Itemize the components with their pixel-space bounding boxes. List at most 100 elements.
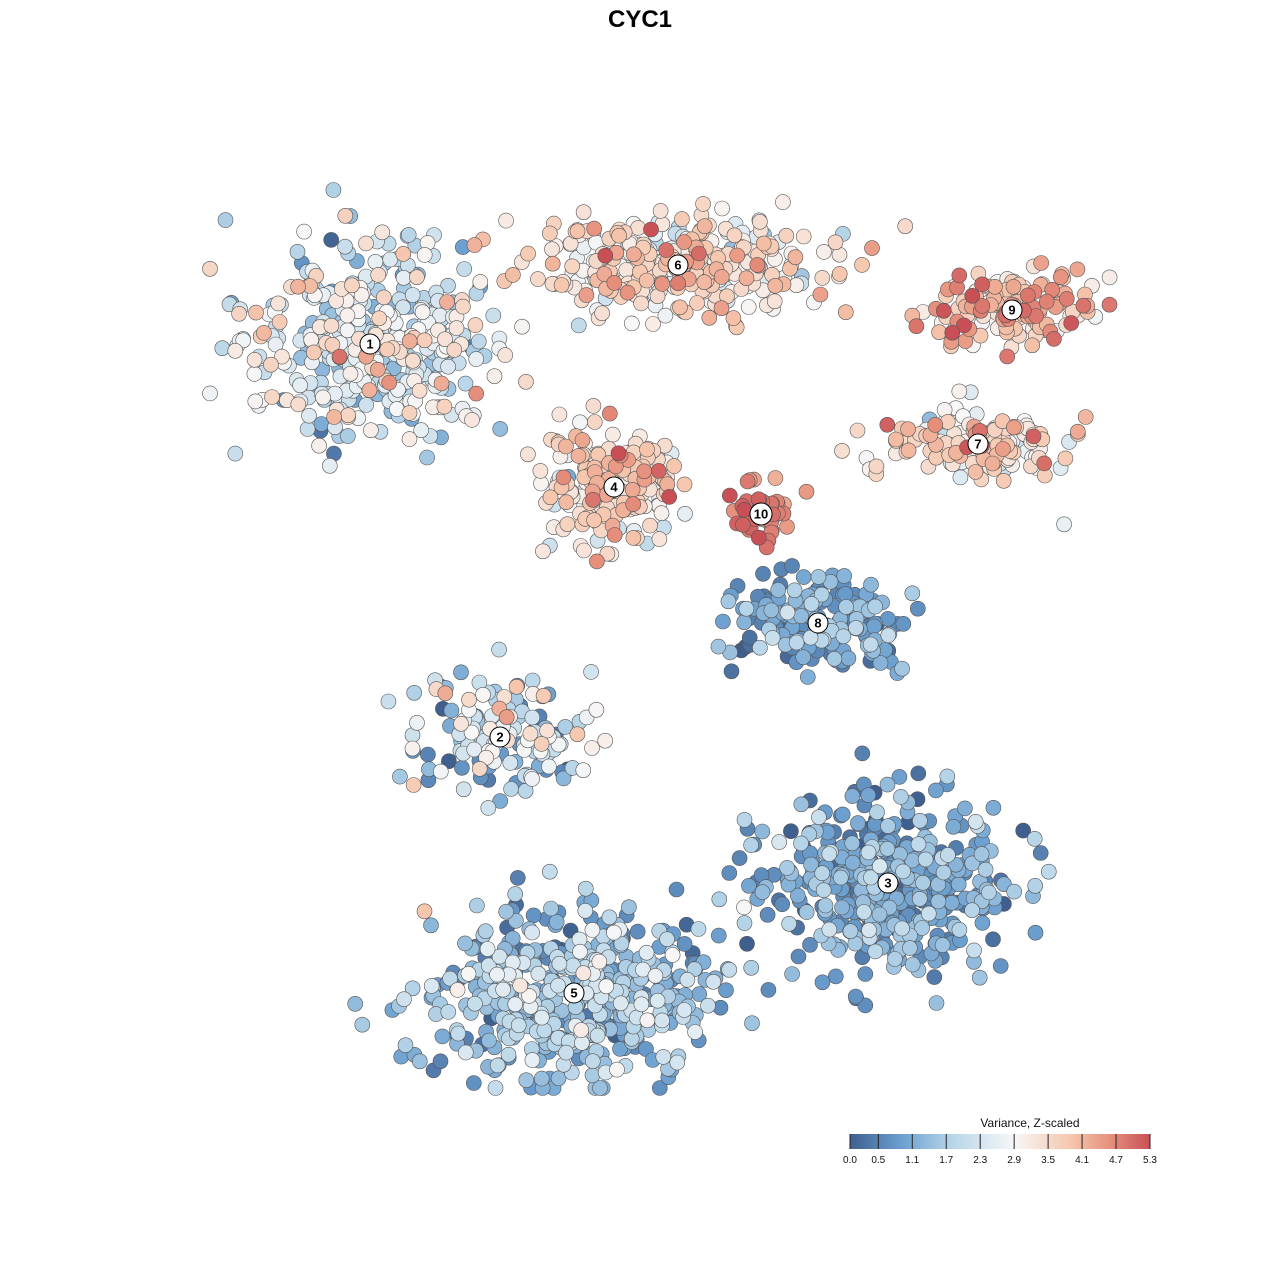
data-point (576, 542, 592, 559)
data-point (700, 997, 716, 1014)
cluster-label-badge (489, 726, 511, 748)
cluster-label-badge (359, 333, 381, 355)
data-point (270, 295, 287, 312)
data-point (956, 317, 972, 334)
data-point (465, 1075, 482, 1091)
cluster-label-4: 4 (603, 476, 625, 498)
data-point (689, 295, 705, 311)
data-point (894, 660, 910, 677)
data-point (676, 936, 693, 952)
data-point (909, 600, 926, 617)
data-point (650, 463, 667, 479)
data-point (256, 325, 272, 341)
data-point (940, 847, 956, 863)
data-point (404, 980, 421, 997)
data-point (395, 269, 412, 286)
data-point (928, 782, 944, 799)
data-point (920, 905, 937, 922)
data-point (504, 930, 521, 947)
data-point (659, 931, 675, 948)
data-point (606, 527, 623, 543)
data-point (461, 691, 477, 708)
data-point (369, 361, 386, 378)
data-point (831, 266, 848, 282)
data-point (456, 261, 473, 277)
data-point (353, 287, 370, 303)
data-point (481, 1032, 497, 1049)
legend-tick-label: 0.0 (843, 1155, 857, 1166)
data-point (813, 586, 830, 603)
data-point (267, 336, 284, 353)
data-point (691, 245, 707, 262)
data-point (1101, 269, 1118, 286)
data-point (558, 1044, 574, 1061)
data-point (449, 982, 466, 998)
data-point (532, 463, 549, 479)
data-point (618, 262, 635, 278)
data-point (509, 870, 526, 886)
data-point (715, 613, 731, 630)
data-point (301, 407, 317, 424)
data-point (530, 965, 547, 982)
data-point (611, 227, 627, 244)
data-point (439, 294, 455, 310)
data-point (952, 469, 969, 486)
data-point (864, 240, 880, 256)
data-point (630, 220, 646, 236)
data-point (904, 585, 921, 602)
data-point (530, 271, 546, 287)
data-point (443, 702, 460, 719)
cluster-label-3: 3 (877, 872, 899, 894)
data-point (498, 903, 515, 920)
data-point (710, 638, 727, 655)
data-point (848, 620, 864, 636)
data-point (741, 877, 757, 894)
data-point (713, 269, 730, 285)
data-point (943, 894, 960, 911)
cluster-label-text: 8 (814, 616, 821, 631)
data-point (541, 863, 558, 880)
data-point (621, 899, 637, 916)
data-point (653, 505, 670, 522)
data-point (558, 494, 575, 511)
data-point (760, 982, 777, 998)
data-point (541, 758, 557, 775)
data-point (731, 850, 748, 866)
data-point (446, 342, 463, 358)
data-point (928, 995, 945, 1011)
data-point (591, 953, 608, 970)
data-point (847, 988, 864, 1005)
data-point (766, 293, 783, 310)
data-point (432, 763, 449, 780)
data-point (202, 385, 218, 402)
data-point (508, 912, 524, 929)
data-point (382, 251, 399, 268)
data-point (584, 740, 600, 756)
cluster-label-10: 10 (749, 502, 773, 526)
data-point (729, 247, 746, 264)
data-point (477, 923, 494, 940)
data-point (625, 496, 642, 512)
data-point (457, 935, 473, 952)
data-point (423, 978, 440, 994)
data-point (880, 627, 897, 644)
legend-title: Variance, Z-scaled (980, 1116, 1079, 1130)
data-point (500, 1046, 517, 1063)
data-point (935, 302, 952, 319)
data-point (404, 352, 421, 369)
data-point (974, 298, 991, 314)
data-point (1077, 409, 1094, 425)
data-point (754, 884, 771, 901)
data-point (860, 787, 877, 804)
data-point (721, 961, 738, 978)
data-point (784, 966, 800, 982)
data-point (416, 247, 433, 263)
data-point (736, 915, 753, 931)
data-point (652, 203, 669, 219)
data-point (910, 836, 927, 853)
data-point (944, 324, 961, 341)
data-point (411, 1053, 428, 1070)
cluster-label-text: 7 (974, 437, 981, 452)
data-point (367, 253, 384, 270)
data-point (763, 602, 780, 619)
